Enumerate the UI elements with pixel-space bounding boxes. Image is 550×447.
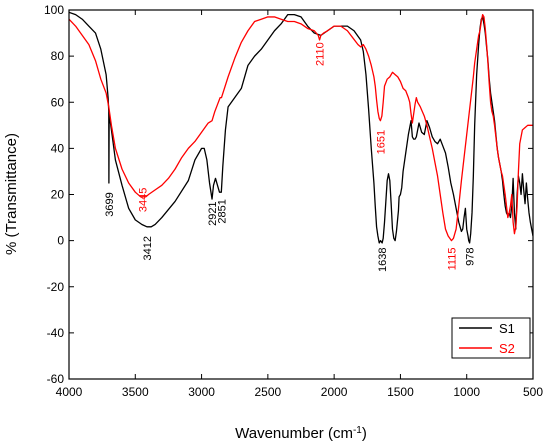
y-tick-label: -20 (47, 280, 65, 294)
legend-label-s2: S2 (499, 341, 515, 356)
peak-label: 3699 (104, 192, 116, 216)
x-tick-label: 3500 (122, 385, 149, 399)
legend-box (451, 317, 531, 359)
y-tick-label: 80 (51, 49, 65, 63)
peak-label: 1651 (375, 130, 387, 154)
legend-label-s1: S1 (499, 321, 515, 336)
y-tick-label: -60 (47, 372, 65, 386)
peak-label: 2921 (207, 201, 219, 225)
peak-label: 978 (465, 248, 477, 266)
y-tick-label: 40 (51, 141, 65, 155)
y-tick-label: 100 (44, 3, 64, 17)
peak-label: 2851 (216, 199, 228, 223)
y-tick-label: -40 (47, 326, 65, 340)
y-tick-label: 0 (57, 234, 64, 248)
x-tick-label: 4000 (56, 385, 83, 399)
peak-label: 3445 (138, 188, 150, 212)
peak-label: 3412 (142, 236, 154, 260)
x-axis-title: Wavenumber (cm-1) (235, 425, 367, 442)
x-tick-label: 1500 (387, 385, 414, 399)
x-tick-label: 2000 (321, 385, 348, 399)
series-line-s2 (69, 13, 533, 242)
peak-label: 1115 (446, 248, 458, 271)
legend: S1 S2 (451, 317, 531, 359)
y-tick-label: 60 (51, 95, 65, 109)
y-axis-title: % (Transmittance) (3, 133, 20, 255)
x-tick-label: 3000 (188, 385, 215, 399)
x-tick-label: 500 (523, 385, 543, 399)
peak-label: 1638 (377, 248, 389, 272)
y-tick-label: 20 (51, 188, 65, 202)
x-tick-label: 2500 (255, 385, 282, 399)
x-tick-label: 1000 (453, 385, 480, 399)
peak-label: 2110 (315, 42, 327, 66)
